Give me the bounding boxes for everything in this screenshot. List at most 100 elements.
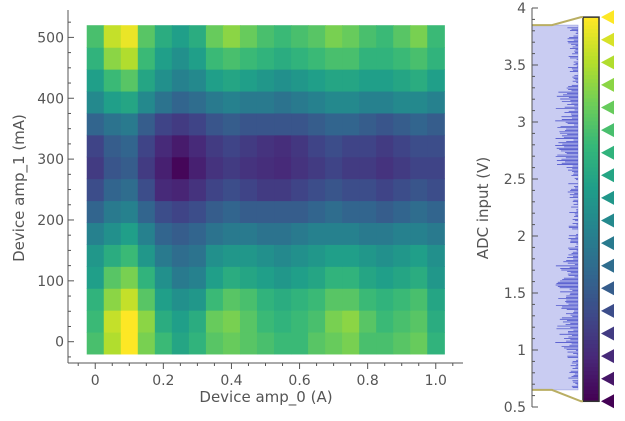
heatmap-cell [376,266,394,289]
heatmap-cell [154,310,173,333]
heatmap-cell [325,47,343,70]
heatmap-cell [154,90,173,114]
heatmap-cell [239,134,258,158]
colorbar-segment [583,370,599,375]
heatmap-cell [171,200,190,224]
level-marker [601,145,614,160]
heatmap-cell [291,288,309,311]
heatmap-cell [222,266,241,289]
heatmap-cell [188,178,207,202]
heatmap-cell [325,222,343,245]
heatmap-cell [137,112,156,136]
heatmap-cell [222,244,241,267]
heatmap-cell [274,200,292,224]
heatmap-cell [188,156,207,180]
heatmap-cell [120,244,139,267]
level-marker [601,100,614,115]
heatmap-cell [171,69,190,92]
heatmap-cell [427,156,445,180]
heatmap-cell [171,134,190,158]
heatmap-cell [120,266,139,289]
heatmap-cell [410,266,428,289]
colorbar-top-link [532,16,583,27]
heatmap-cell [427,288,445,311]
colorbar-segment [583,63,599,68]
level-marker [601,55,614,70]
colorbar-segment [583,374,599,379]
heatmap-cell [137,266,156,289]
heatmap-cell [308,156,326,180]
heatmap-cell [120,200,139,224]
colorbar-segment [583,305,599,310]
heatmap-cell [86,178,105,202]
heatmap-cell [393,200,411,224]
colorbar-segment [583,17,599,22]
heatmap-cell [222,331,241,355]
heatmap-cell [154,69,173,92]
colorbar-segment [583,320,599,325]
colorbar-segment [583,20,599,26]
colorbar-segment [583,359,599,364]
y-tick-label: 0 [55,335,64,351]
heatmap-cell [291,69,309,92]
colorbar-segment [583,366,599,372]
heatmap-cell [103,112,122,136]
level-marker [601,303,614,318]
heatmap-cell [410,69,428,92]
colorbar-segment [583,286,599,291]
heatmap-cell [342,200,360,224]
cb-tick-label: 2.5 [504,172,526,188]
heatmap-cell [205,69,224,92]
heatmap-cell [325,112,343,136]
colorbar-segment [583,251,599,256]
colorbar-segment [583,151,599,156]
y-tick-label: 300 [37,152,64,168]
heatmap-cell [256,25,275,48]
heatmap-cell [205,222,224,245]
level-marker [601,281,614,296]
colorbar-segment [583,239,599,245]
colorbar-segment [583,197,599,203]
heatmap-cell [308,222,326,245]
colorbar-segment [583,120,599,126]
heatmap-cell [154,25,173,48]
heatmap-cell [205,25,224,48]
heatmap-cell [86,244,105,267]
heatmap-cell [359,244,377,267]
heatmap-cell [222,69,241,92]
heatmap-cell [342,90,360,114]
heatmap-cell [274,178,292,202]
y-axis-label: Device amp_1 (mA) [10,114,29,262]
heatmap-cell [256,244,275,267]
heatmap-cell [120,331,139,355]
heatmap-cell [393,69,411,92]
colorbar-segment [583,282,599,287]
level-marker [601,258,614,273]
heatmap-cell [86,266,105,289]
level-marker [601,326,614,341]
colorbar-histogram [531,24,579,391]
heatmap-cell [359,222,377,245]
heatmap-cell [222,288,241,311]
heatmap-cell [171,25,190,48]
x-tick-label: 0.6 [288,373,310,389]
heatmap-cell [359,178,377,202]
heatmap-cell [256,156,275,180]
heatmap-cell [239,25,258,48]
level-marker [601,10,614,25]
colorbar-segment [583,70,599,76]
heatmap-cell [308,310,326,333]
heatmap-cell [325,178,343,202]
heatmap-cell [137,156,156,180]
heatmap-cell [103,222,122,245]
heatmap-cell [308,266,326,289]
heatmap-cell [376,25,394,48]
heatmap-cell [86,47,105,70]
colorbar-segment [583,293,599,299]
heatmap-cell [342,47,360,70]
heatmap-cell [393,288,411,311]
heatmap-cell [427,331,445,355]
heatmap-cell [103,331,122,355]
